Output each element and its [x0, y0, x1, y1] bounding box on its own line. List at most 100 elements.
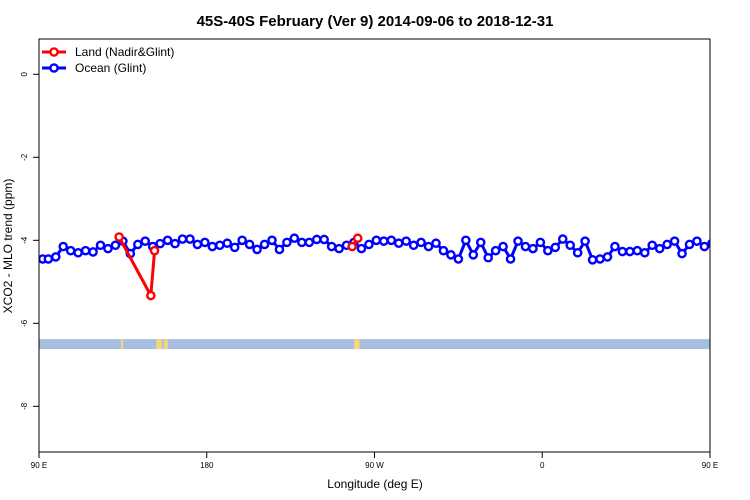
ocean-point — [431, 238, 441, 249]
ocean-band — [39, 339, 710, 350]
ocean-point — [617, 246, 628, 257]
ocean-point — [155, 238, 165, 249]
x-tick-label: 90 W — [365, 461, 384, 470]
ocean-point — [132, 239, 143, 250]
land-point — [114, 232, 124, 242]
ocean-point — [543, 245, 553, 256]
ocean-point — [229, 242, 240, 253]
ocean-point — [610, 241, 620, 252]
ocean-point — [647, 240, 658, 251]
ocean-point — [580, 236, 590, 246]
ocean-point — [572, 247, 583, 258]
ocean-point — [625, 246, 635, 257]
x-tick-label: 90 E — [702, 461, 718, 470]
legend-swatch-point — [49, 63, 59, 73]
legend-swatch-point — [49, 47, 59, 57]
land-point — [352, 233, 363, 244]
legend-item-ocean: Ocean (Glint) — [42, 61, 146, 75]
x-tick-label: 90 E — [31, 461, 47, 470]
x-tick-label: 0 — [540, 461, 545, 470]
y-tick-label: 0 — [20, 72, 29, 77]
ocean-point — [738, 235, 745, 242]
chart-title: 45S-40S February (Ver 9) 2014-09-06 to 2… — [197, 13, 554, 30]
ocean-point — [289, 233, 300, 244]
ocean-point — [43, 254, 54, 264]
x-axis: 90 E 180 90 W 0 90 E — [31, 452, 718, 470]
ocean-point — [379, 236, 389, 246]
land-patch — [353, 339, 360, 350]
ocean-point — [110, 240, 121, 251]
ocean-point — [669, 236, 680, 246]
ocean-point — [95, 240, 106, 251]
ocean-series — [39, 233, 750, 265]
ocean-point — [453, 254, 464, 264]
y-tick-label: -2 — [20, 153, 29, 161]
ocean-point — [364, 239, 374, 250]
ocean-point — [140, 236, 151, 246]
ocean-point — [334, 243, 344, 254]
ocean-point — [267, 235, 277, 246]
ocean-point — [282, 237, 292, 248]
ocean-point — [416, 237, 426, 248]
ocean-point — [386, 235, 397, 246]
ocean-point — [259, 239, 270, 250]
ocean-point — [699, 241, 710, 252]
ocean-point — [408, 240, 419, 251]
x-tick-label: 180 — [200, 461, 214, 470]
ocean-point — [692, 236, 702, 246]
ocean-point — [595, 254, 605, 264]
land-patch — [163, 339, 166, 350]
ocean-point — [654, 243, 665, 254]
ocean-point — [185, 234, 195, 244]
ocean-point — [200, 237, 210, 248]
ocean-point — [587, 255, 598, 265]
y-axis-label: XCO2 - MLO trend (ppm) — [1, 179, 15, 314]
y-tick-label: -6 — [20, 319, 29, 327]
ocean-point — [520, 241, 531, 252]
y-tick-label: -4 — [20, 236, 29, 244]
ocean-point — [639, 247, 650, 258]
ocean-point — [311, 234, 322, 245]
land-series — [114, 232, 363, 301]
ocean-point — [162, 235, 173, 246]
ocean-point — [684, 239, 695, 250]
ocean-point — [73, 247, 83, 258]
land-patch — [156, 339, 161, 350]
ocean-point — [528, 243, 538, 254]
ocean-point — [214, 240, 225, 251]
ocean-point — [177, 234, 188, 244]
land-patch — [165, 339, 168, 350]
ocean-point — [723, 240, 730, 247]
land-ocean-strip — [39, 339, 710, 350]
legend: Land (Nadir&Glint) Ocean (Glint) — [42, 45, 174, 75]
ocean-point — [326, 241, 337, 252]
legend-label: Ocean (Glint) — [75, 61, 146, 75]
y-axis: 0 -2 -4 -6 -8 — [20, 72, 39, 410]
ocean-point — [475, 237, 486, 248]
x-axis-label: Longitude (deg E) — [327, 477, 422, 491]
ocean-point — [319, 234, 329, 245]
ocean-point — [244, 239, 255, 250]
ocean-point — [252, 244, 262, 255]
ocean-point — [446, 250, 456, 260]
land-patch — [121, 339, 123, 350]
ocean-point — [498, 241, 508, 252]
ocean-point — [746, 241, 750, 248]
ocean-point — [274, 244, 285, 255]
ocean-point — [707, 239, 710, 249]
ocean-point — [50, 252, 61, 262]
land-point — [146, 290, 156, 301]
ocean-point — [304, 237, 315, 248]
ocean-point — [483, 252, 493, 263]
ocean-point — [662, 239, 672, 250]
ocean-point — [170, 238, 180, 249]
ocean-point — [401, 236, 411, 246]
ocean-point — [716, 237, 723, 244]
ocean-point — [461, 235, 471, 246]
ocean-point — [80, 245, 91, 256]
ocean-point — [438, 245, 449, 256]
ocean-point — [731, 235, 738, 242]
ocean-point — [468, 250, 479, 260]
ocean-point — [423, 241, 434, 252]
ocean-point — [677, 248, 687, 259]
